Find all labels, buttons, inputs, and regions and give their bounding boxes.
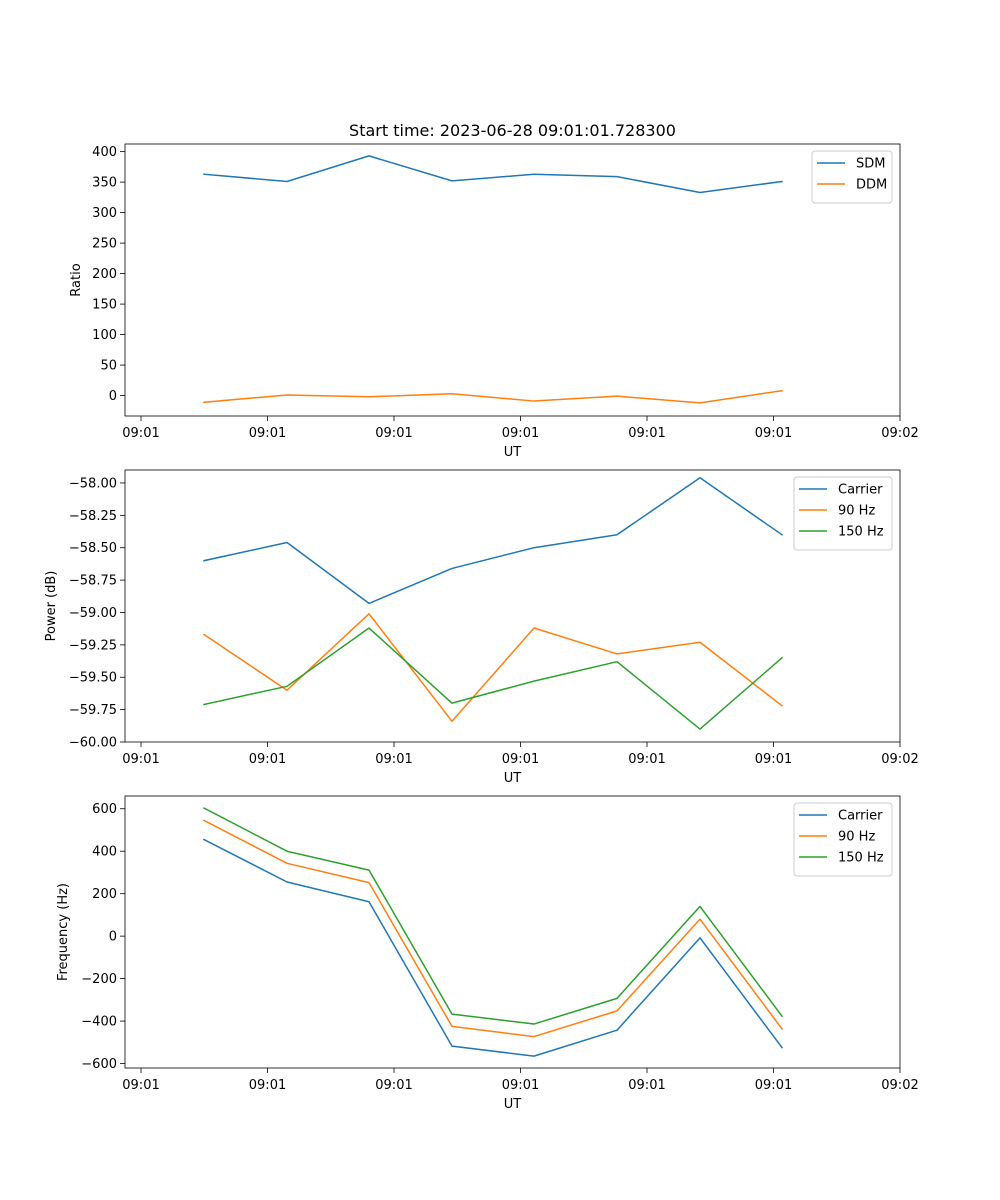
y-tick-label: −60.00	[69, 736, 117, 751]
legend-label: Carrier	[838, 483, 883, 498]
series-line-90-hz	[202, 819, 784, 1038]
x-tick-label: 09:01	[122, 426, 159, 441]
legend: Carrier 90 Hz 150 Hz	[793, 476, 893, 551]
x-tick-label: 09:01	[502, 426, 539, 441]
y-tick-label: 350	[92, 176, 117, 191]
y-tick-label: −58.25	[69, 509, 117, 524]
x-tick-label: 09:01	[628, 1078, 665, 1093]
y-tick-label: 250	[92, 237, 117, 252]
x-axis-label: UT	[504, 771, 522, 786]
y-axis-label: Power (dB)	[44, 571, 59, 642]
legend-label: SDM	[856, 157, 885, 172]
y-tick-label: −58.50	[69, 541, 117, 556]
x-tick-label: 09:01	[502, 752, 539, 767]
x-tick-label: 09:01	[755, 1078, 792, 1093]
y-tick-label: −400	[81, 1015, 117, 1030]
y-tick-label: 200	[92, 267, 117, 282]
legend-label: 150 Hz	[838, 525, 884, 540]
y-tick-label: −600	[81, 1057, 117, 1072]
series-line-150-hz	[203, 627, 784, 730]
legend-label: Carrier	[838, 809, 883, 824]
series-line-carrier	[202, 838, 784, 1057]
plot-frame	[124, 469, 901, 743]
x-tick-label: 09:01	[122, 752, 159, 767]
x-tick-label: 09:01	[755, 426, 792, 441]
x-tick-label: 09:01	[502, 1078, 539, 1093]
legend-label: DDM	[856, 178, 887, 193]
legend: SDM DDM	[811, 150, 893, 204]
plot-frame	[124, 795, 901, 1069]
x-tick-label: 09:01	[755, 752, 792, 767]
y-tick-label: −58.75	[69, 574, 117, 589]
series-line-150-hz	[202, 807, 784, 1025]
y-tick-label: −200	[81, 972, 117, 987]
x-tick-label: 09:02	[881, 752, 918, 767]
y-tick-label: 0	[109, 930, 117, 945]
legend-label: 150 Hz	[838, 851, 884, 866]
y-tick-label: 200	[92, 887, 117, 902]
x-tick-label: 09:01	[628, 752, 665, 767]
y-tick-label: −59.50	[69, 671, 117, 686]
y-tick-label: 100	[92, 328, 117, 343]
x-tick-label: 09:01	[249, 1078, 286, 1093]
legend-label: 90 Hz	[838, 504, 875, 519]
x-tick-label: 09:01	[249, 426, 286, 441]
y-tick-label: 0	[109, 389, 117, 404]
legend: Carrier 90 Hz 150 Hz	[793, 802, 893, 877]
x-tick-label: 09:01	[375, 1078, 412, 1093]
chart-panel-3: 09:01 09:01 09:01 09:01 09:01 09:01 09:02 −600 −…	[56, 795, 919, 1112]
x-tick-label: 09:01	[375, 426, 412, 441]
y-tick-label: −59.25	[69, 638, 117, 653]
series-line-ddm	[203, 389, 783, 404]
legend-box	[811, 150, 893, 204]
plot-frame	[124, 143, 901, 417]
x-tick-label: 09:01	[628, 426, 665, 441]
y-tick-label: 50	[100, 359, 117, 374]
x-axis-label: UT	[504, 445, 522, 460]
y-tick-label: 300	[92, 206, 117, 221]
y-tick-label: −59.00	[69, 606, 117, 621]
legend-label: 90 Hz	[838, 830, 875, 845]
y-tick-label: 600	[92, 802, 117, 817]
x-tick-label: 09:01	[122, 1078, 159, 1093]
x-axis-label: UT	[504, 1097, 522, 1112]
y-axis-label: Frequency (Hz)	[56, 883, 71, 981]
x-tick-label: 09:01	[249, 752, 286, 767]
chart-title: Start time: 2023-06-28 09:01:01.728300	[349, 121, 676, 140]
y-axis-label: Ratio	[69, 263, 84, 296]
series-line-sdm	[203, 155, 783, 194]
x-tick-label: 09:01	[375, 752, 412, 767]
y-tick-label: −59.75	[69, 703, 117, 718]
y-tick-label: 400	[92, 845, 117, 860]
y-tick-label: −58.00	[69, 476, 117, 491]
x-tick-label: 09:02	[881, 1078, 918, 1093]
chart-panel-2: 09:01 09:01 09:01 09:01 09:01 09:01 09:02 −60.0…	[44, 469, 919, 786]
x-tick-label: 09:02	[881, 426, 918, 441]
y-tick-label: 400	[92, 145, 117, 160]
chart-panel-1: 09:01 09:01 09:01 09:01 09:01 09:01 09:02 0 50 10…	[69, 121, 919, 460]
series-line-carrier	[203, 477, 784, 605]
y-tick-label: 150	[92, 298, 117, 313]
